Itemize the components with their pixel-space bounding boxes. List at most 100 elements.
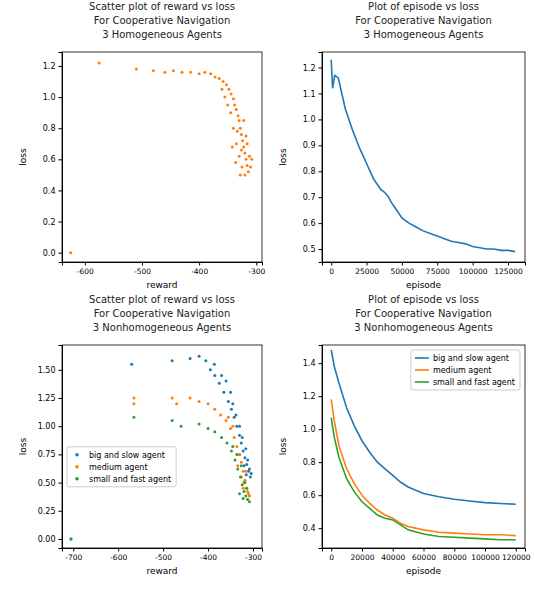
tick-label: 75000 (426, 267, 450, 276)
tick-label: 100000 (471, 553, 500, 562)
point (172, 69, 175, 72)
tick-mark (253, 548, 254, 552)
point (230, 450, 233, 453)
tick-mark (59, 539, 63, 540)
tick-label: 1.2 (43, 62, 56, 71)
point (225, 419, 228, 422)
point (238, 453, 241, 456)
tick: 75000 (426, 262, 450, 276)
point (245, 473, 248, 476)
panel: Scatter plot of reward vs lossFor Cooper… (18, 294, 263, 576)
plot-area (69, 61, 253, 254)
tick-mark (393, 548, 394, 552)
point (249, 475, 252, 478)
point (69, 537, 72, 540)
point (227, 88, 230, 91)
plot-frame (62, 345, 262, 548)
tick-mark (59, 222, 63, 223)
point (249, 166, 252, 169)
point (243, 173, 246, 176)
tick-label: 125000 (494, 267, 523, 276)
point (242, 145, 245, 148)
tick-label: 1.00 (38, 422, 56, 431)
tick: 25000 (355, 262, 379, 276)
point (246, 490, 249, 493)
point (240, 464, 243, 467)
tick: -300 (245, 548, 262, 562)
y-axis: 0.50.60.70.80.91.01.11.2 (303, 53, 323, 263)
plot-frame (62, 52, 262, 262)
tick-mark (331, 548, 332, 552)
x-axis: 020000400006000080000100000120000 (323, 548, 531, 562)
title: Plot of episode vs lossFor Cooperative N… (354, 294, 492, 333)
point (213, 374, 216, 377)
point (234, 161, 237, 164)
point (236, 464, 239, 467)
tick-label: 0.8 (43, 124, 56, 133)
y-axis-title: loss (278, 437, 288, 455)
point (240, 149, 243, 152)
point (244, 447, 247, 450)
tick-mark (319, 462, 323, 463)
point (229, 427, 232, 430)
point (132, 397, 135, 400)
point (225, 83, 228, 86)
tick-mark (319, 528, 323, 529)
tick: 0.0 (43, 249, 62, 258)
point (236, 468, 239, 471)
point (242, 119, 245, 122)
point (69, 537, 72, 540)
point (171, 397, 174, 400)
tick-mark (424, 548, 425, 552)
tick-label: 0.6 (43, 155, 56, 164)
y-axis-title: loss (18, 437, 28, 455)
legend-marker (75, 477, 79, 481)
tick-mark (331, 262, 332, 266)
point (242, 450, 245, 453)
point (218, 77, 221, 80)
point (221, 88, 224, 91)
x-axis: 0250005000075000100000125000 (323, 262, 526, 276)
point (226, 103, 229, 106)
tick-mark (362, 548, 363, 552)
point (214, 75, 217, 78)
tick-mark (319, 495, 323, 496)
axis-line (63, 549, 263, 552)
point (219, 413, 222, 416)
tick: 1.50 (38, 366, 62, 375)
tick: 0 (329, 548, 334, 562)
tick: -400 (191, 262, 208, 276)
point (198, 72, 201, 75)
tick-mark (473, 262, 474, 266)
tick-label: 0.50 (38, 479, 56, 488)
tick-mark (118, 548, 119, 552)
point (241, 483, 244, 486)
point (225, 380, 228, 383)
point (209, 368, 212, 371)
point (236, 130, 239, 133)
tick: -500 (134, 262, 151, 276)
point (189, 71, 192, 74)
tick: 1.0 (303, 115, 322, 124)
point (235, 453, 238, 456)
tick-mark (73, 548, 74, 552)
axis-line (323, 549, 526, 552)
tick-mark (319, 93, 323, 94)
point (241, 139, 244, 142)
point (238, 453, 241, 456)
tick-mark (319, 68, 323, 69)
tick: 100000 (459, 262, 488, 276)
line (331, 60, 515, 252)
point (98, 61, 101, 64)
tick: 1.00 (38, 422, 62, 431)
tick: 0.5 (303, 245, 322, 254)
point (244, 470, 247, 473)
tick-mark (163, 548, 164, 552)
tick-label: 0.2 (43, 218, 56, 227)
tick-label: 0.75 (38, 450, 56, 459)
tick: 0.6 (303, 491, 322, 500)
point (231, 445, 234, 448)
tick-mark (59, 426, 63, 427)
point (233, 436, 236, 439)
point (232, 97, 235, 100)
